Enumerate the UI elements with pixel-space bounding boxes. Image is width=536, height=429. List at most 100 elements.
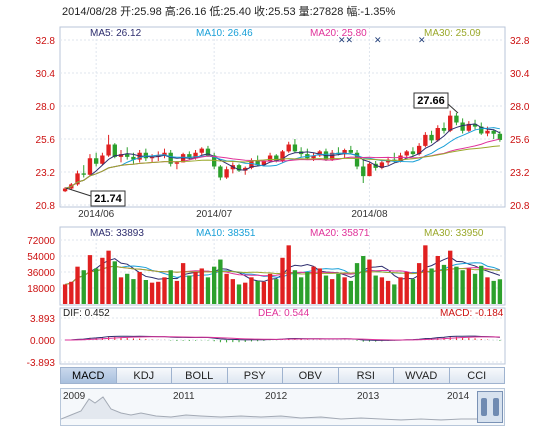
candle-body <box>261 161 267 166</box>
price-ma10-line <box>64 127 500 189</box>
candle-body <box>274 155 279 161</box>
candle-body <box>448 115 453 131</box>
candle-body <box>466 123 472 131</box>
candle-body <box>354 152 360 167</box>
volume-bar <box>199 268 204 304</box>
volume-bar <box>485 277 490 304</box>
candle-body <box>205 148 211 156</box>
price-y-tick-right: 32.8 <box>510 36 530 47</box>
candle-body <box>460 122 465 131</box>
candle-body <box>317 151 322 156</box>
navigator-range-handle[interactable] <box>477 391 503 423</box>
candle-body <box>497 133 503 140</box>
volume-bar <box>460 270 465 304</box>
tab-psy[interactable]: PSY <box>227 367 283 384</box>
volume-bar <box>379 277 385 304</box>
navigator-sparkline <box>61 396 477 421</box>
candle-body <box>162 152 167 156</box>
event-marker-icon[interactable]: ✕✕ <box>338 35 353 45</box>
candle-body <box>280 151 285 161</box>
event-marker-icon[interactable]: ✕ <box>374 35 382 45</box>
volume-bar <box>448 250 453 304</box>
grip-right-icon[interactable] <box>493 398 499 416</box>
tab-wvad[interactable]: WVAD <box>394 367 450 384</box>
tab-rsi[interactable]: RSI <box>338 367 394 384</box>
candle-body <box>224 169 229 178</box>
volume-bar <box>323 275 329 304</box>
volume-bar <box>410 279 416 304</box>
volume-bar <box>497 279 503 304</box>
candle-body <box>410 151 416 155</box>
volume-bar <box>81 270 86 304</box>
candle-body <box>106 144 111 156</box>
candle-body <box>87 158 93 175</box>
volume-bar <box>230 279 235 304</box>
candle-body <box>441 128 447 131</box>
macd-y-tick: 3.893 <box>30 314 55 325</box>
price-ma30-label: MA30: 25.09 <box>424 28 481 39</box>
volume-bar <box>385 280 391 304</box>
volume-bar <box>305 272 310 304</box>
dif-label: DIF: 0.452 <box>63 308 110 319</box>
candle-body <box>429 134 434 141</box>
tab-boll[interactable]: BOLL <box>172 367 228 384</box>
volume-bar <box>404 272 409 304</box>
volume-bar <box>280 257 285 304</box>
volume-bar <box>479 265 484 304</box>
volume-bar <box>62 284 68 304</box>
event-marker-icon[interactable]: ✕ <box>418 35 426 45</box>
candle-body <box>367 163 372 177</box>
candle-body <box>416 145 422 155</box>
x-tick-label: 2014/07 <box>196 209 233 220</box>
candle-body <box>180 154 186 163</box>
candle-body <box>404 151 409 156</box>
stock-chart: 32.8 30.4 28.0 25.6 23.2 20.8 32.8 30.4 28.0 25.… <box>27 26 530 366</box>
candle-body <box>267 155 273 161</box>
volume-bar <box>267 273 273 304</box>
tab-cci[interactable]: CCI <box>449 367 505 384</box>
candle-body <box>236 165 242 171</box>
volume-bar <box>298 277 304 304</box>
volume-bar <box>149 282 155 304</box>
grip-left-icon[interactable] <box>481 398 487 416</box>
candle-body <box>379 162 385 168</box>
price-ma30-line <box>64 145 500 189</box>
price-y-tick-left: 32.8 <box>36 36 56 47</box>
volume-bar <box>212 266 217 304</box>
tab-kdj[interactable]: KDJ <box>116 367 172 384</box>
volume-bar <box>435 256 440 304</box>
volume-bar <box>354 263 360 304</box>
candle-body <box>311 155 316 159</box>
volume-bar <box>87 255 93 304</box>
history-navigator[interactable]: 2009 2011 2012 2013 2014 <box>60 388 505 426</box>
candle-body <box>168 152 173 164</box>
volume-bar <box>205 277 211 304</box>
volume-bar <box>106 250 111 304</box>
volume-bar <box>187 275 192 304</box>
tab-macd[interactable]: MACD <box>60 367 117 384</box>
candle-body <box>423 134 428 146</box>
volume-bar <box>131 279 136 304</box>
x-tick-label: 2014/06 <box>78 209 115 220</box>
candle-body <box>218 166 223 178</box>
price-y-tick-right: 30.4 <box>510 69 530 80</box>
candle-body <box>193 152 198 159</box>
volume-bar <box>286 245 291 304</box>
price-y-tick-left: 23.2 <box>36 168 56 179</box>
volume-bar <box>162 277 167 304</box>
volume-bar <box>125 273 130 304</box>
volume-bar <box>100 257 105 304</box>
tab-obv[interactable]: OBV <box>283 367 339 384</box>
candle-body <box>361 166 366 177</box>
volume-bar <box>156 281 161 304</box>
candle-body <box>75 173 80 185</box>
volume-bar <box>75 266 80 304</box>
price-y-tick-left: 20.8 <box>36 201 56 212</box>
volume-bar <box>112 261 117 304</box>
volume-bar <box>342 277 347 304</box>
volume-bar <box>143 280 149 304</box>
vol-ma10-label: MA10: 38351 <box>196 228 256 239</box>
candle-body <box>398 155 403 161</box>
candle-body <box>149 156 155 159</box>
indicator-tabs: MACD KDJ BOLL PSY OBV RSI WVAD CCI <box>60 367 505 385</box>
